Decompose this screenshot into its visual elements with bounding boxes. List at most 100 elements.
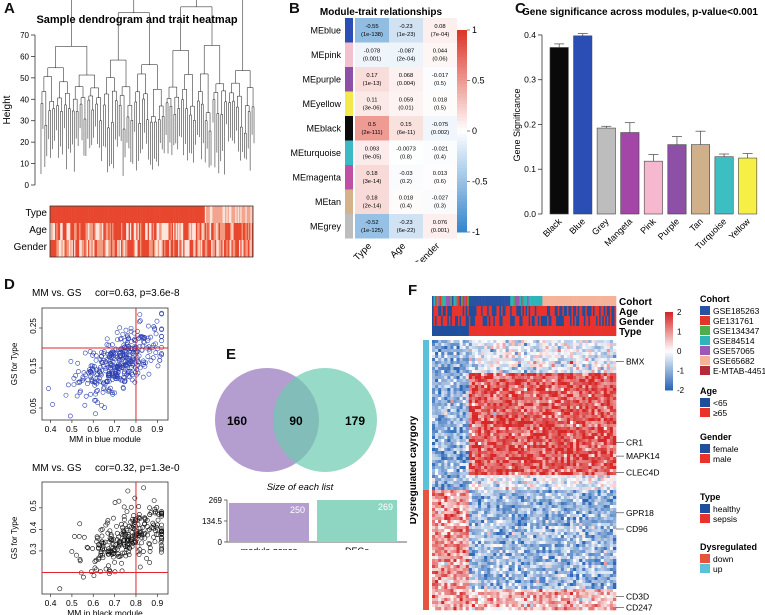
heatmap-cell	[551, 403, 555, 407]
heatmap-cell	[447, 406, 451, 410]
trait-cell	[241, 240, 244, 257]
dendrogram-branch	[78, 74, 95, 88]
heatmap-cell	[591, 451, 595, 455]
heatmap-cell	[432, 445, 436, 449]
heatmap-cell	[588, 418, 592, 422]
module-trait-cell	[389, 116, 423, 141]
heatmap-cell	[520, 415, 525, 419]
heatmap-cell	[551, 370, 555, 374]
heatmap-cell	[545, 421, 549, 425]
heatmap-cell	[505, 382, 509, 386]
heatmap-cell	[447, 424, 451, 428]
heatmap-cell	[487, 472, 491, 476]
heatmap-cell	[594, 367, 598, 371]
heatmap-cell	[447, 382, 451, 386]
age-cell	[577, 306, 580, 316]
heatmap-cell	[520, 373, 525, 377]
module-trait-cell	[355, 214, 389, 239]
type-cell	[487, 326, 490, 336]
heatmap-cell	[588, 436, 592, 440]
heatmap-cell	[471, 373, 476, 377]
scatter-point	[142, 531, 148, 536]
cohort-cell	[536, 296, 539, 306]
age-cell	[524, 306, 526, 316]
heatmap-cell	[609, 367, 614, 371]
trait-cell	[140, 223, 142, 240]
dendrogram-branch	[112, 90, 117, 123]
dendrogram-branch	[75, 111, 79, 125]
heatmap-cell	[551, 463, 555, 467]
gender-cell	[468, 316, 471, 326]
heatmap-cell	[435, 397, 439, 401]
gender-cell	[528, 316, 531, 326]
heatmap-cell	[573, 397, 577, 401]
heatmap-cell	[585, 409, 589, 413]
heatmap-cell	[570, 436, 574, 440]
gender-cell	[554, 316, 557, 326]
heatmap-cell	[520, 439, 525, 443]
heatmap-cell	[579, 364, 583, 368]
heatmap-cell	[481, 358, 485, 362]
trait-cell	[214, 223, 217, 240]
scale-segment	[457, 87, 467, 92]
heatmap-cell	[435, 352, 439, 356]
heatmap-cell	[545, 361, 549, 365]
trait-cell	[122, 240, 124, 257]
scale-segment	[457, 221, 467, 226]
trait-cell	[235, 206, 237, 223]
dendrogram-branch	[43, 76, 52, 102]
heatmap-cell	[459, 448, 463, 452]
trait-cell	[74, 206, 76, 223]
heatmap-cell	[505, 469, 509, 473]
heatmap-cell	[588, 478, 592, 482]
trait-cell	[246, 223, 249, 240]
heatmap-cell	[517, 445, 522, 449]
trait-cell	[198, 223, 201, 240]
x-tick-label: 0.6	[87, 598, 99, 608]
heatmap-cell	[545, 427, 549, 431]
cohort-cell	[557, 296, 560, 306]
heatmap-cell	[612, 466, 617, 470]
heatmap-cell	[505, 448, 509, 452]
heatmap-cell	[591, 367, 595, 371]
cohort-cell	[441, 296, 444, 306]
heatmap-cell	[597, 448, 601, 452]
heatmap-cell	[533, 382, 537, 386]
heatmap-cell	[502, 364, 506, 368]
panel-c: Gene significance across modules, p-valu…	[512, 7, 758, 251]
heatmap-cell	[570, 388, 574, 392]
heatmap-cell	[570, 409, 574, 413]
scatter-point	[124, 356, 130, 362]
scatter-point	[107, 385, 113, 391]
dendrogram-branch	[184, 74, 193, 107]
cohort-cell	[511, 296, 514, 306]
heatmap-cell	[533, 475, 537, 479]
scatter-point	[95, 400, 100, 406]
trait-cell	[115, 240, 118, 257]
gender-cell	[612, 316, 615, 326]
scatter-point	[111, 515, 116, 521]
trait-cell	[222, 206, 225, 223]
panel-e: 160 90 179 Size of each list 269134.5025…	[202, 368, 407, 550]
heatmap-cell	[450, 424, 454, 428]
heatmap-cell	[502, 457, 506, 461]
heatmap-cell	[520, 355, 525, 359]
heatmap-cell	[432, 406, 436, 410]
heatmap-cell	[597, 364, 601, 368]
trait-cell	[63, 240, 66, 257]
type-cell	[594, 326, 597, 336]
trait-cell	[246, 206, 249, 223]
cohort-cell	[474, 296, 477, 306]
gender-cell	[540, 316, 543, 326]
panel-f: Cohort Age Gender Type Dysregulated cayr…	[410, 294, 765, 612]
scatter-point	[140, 549, 146, 554]
heatmap-cell	[453, 349, 457, 353]
age-cell	[533, 306, 536, 316]
scatter-point	[106, 372, 112, 378]
trait-cell	[247, 206, 250, 223]
cohort-cell	[508, 296, 511, 306]
heatmap-cell	[456, 346, 460, 350]
scatter-point	[139, 532, 145, 538]
cohort-cell	[514, 296, 517, 306]
gender-cell	[614, 316, 617, 326]
